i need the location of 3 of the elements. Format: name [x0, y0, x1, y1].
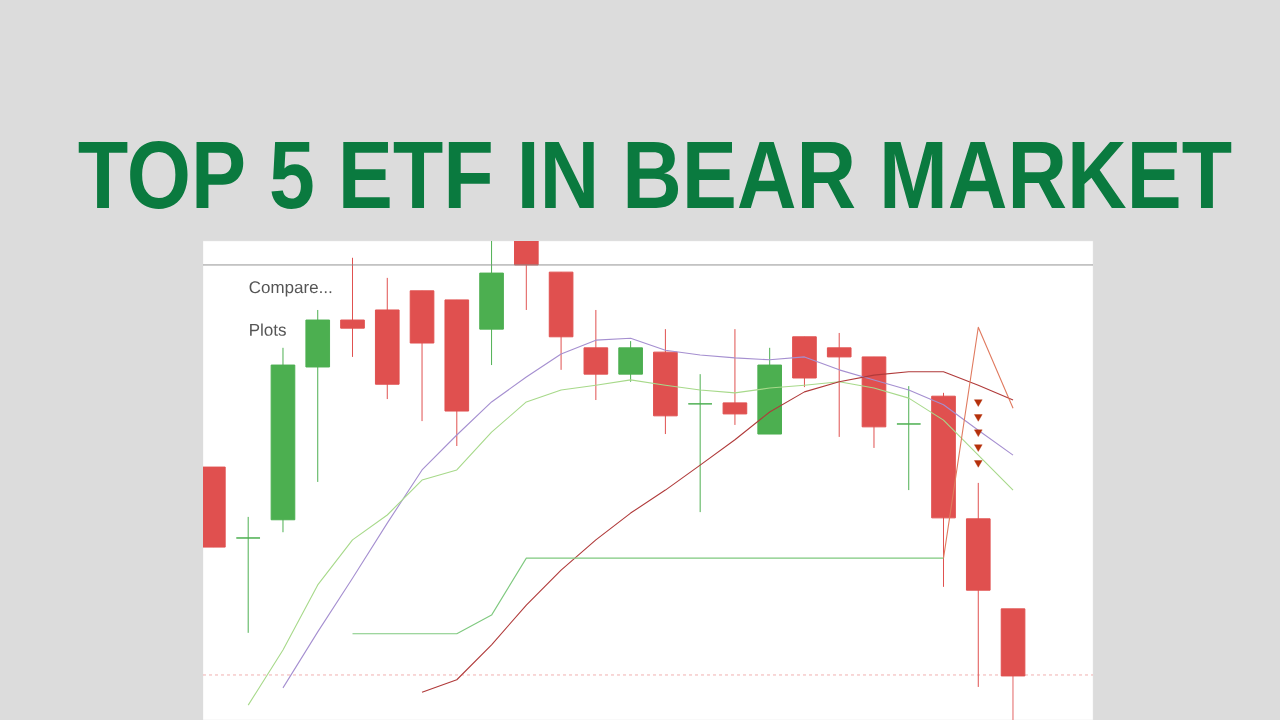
annotation: Compare...: [249, 281, 332, 297]
chart-title: TOP 5 ETF IN BEAR MARKET: [78, 140, 1232, 209]
annotation: Plots: [250, 323, 286, 336]
